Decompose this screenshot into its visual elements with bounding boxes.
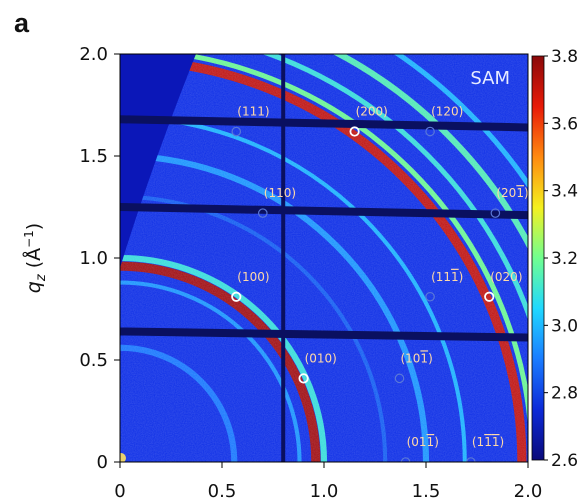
- colorbar-gradient: [532, 56, 544, 460]
- peak-label: (111): [431, 270, 463, 284]
- y-tick-label: 0.5: [79, 350, 108, 371]
- peak-label: (111): [237, 105, 269, 119]
- y-tick-label: 1.0: [79, 248, 108, 269]
- colorbar: 2.6 2.8 3.0 3.2 3.4 3.6 3.8: [531, 47, 578, 471]
- colorbar-tick-label: 2.8: [551, 384, 578, 404]
- colorbar-tick-label: 3.2: [551, 249, 578, 269]
- y-axis: 0 0.5 1.0 1.5 2.0: [79, 44, 120, 473]
- y-axis-label: qz (Å−1): [22, 223, 49, 293]
- peak-marker: [231, 291, 242, 302]
- colorbar-tick-label: 3.6: [551, 114, 578, 134]
- peak-label: (010): [305, 351, 337, 365]
- vertical-gap: [281, 54, 286, 462]
- peak-label: (100): [237, 270, 269, 284]
- peak-label: (110): [264, 186, 296, 200]
- detector-gaps: [120, 54, 528, 462]
- x-tick-label: 1.0: [310, 481, 339, 499]
- peak-marker: [394, 373, 405, 384]
- panel-label: a: [14, 8, 30, 38]
- x-tick-label: 1.5: [412, 481, 441, 499]
- peak-label: (201): [496, 186, 528, 200]
- sample-label: SAM: [470, 68, 510, 89]
- y-tick-label: 1.5: [79, 146, 108, 167]
- peak-label: (101): [400, 351, 432, 365]
- y-tick-label: 2.0: [79, 44, 108, 65]
- horizontal-gap: [120, 203, 528, 220]
- x-tick-label: 2.0: [514, 481, 543, 499]
- plot-area: (111) (200) (120) (110) (201) (100) (111) (020)…: [120, 54, 528, 462]
- peak-marker: [298, 373, 309, 384]
- peak-label: (111): [472, 435, 504, 449]
- peak-label: (011): [407, 435, 439, 449]
- colorbar-tick-label: 3.4: [551, 182, 578, 202]
- peak-label: (200): [356, 105, 388, 119]
- x-tick-label: 0: [114, 481, 125, 499]
- peak-marker: [257, 208, 268, 218]
- peak-marker: [484, 291, 495, 302]
- peak-marker: [490, 208, 501, 218]
- x-axis: 0 0.5 1.0 1.5 2.0: [114, 462, 542, 499]
- peak-marker: [349, 126, 360, 137]
- beamstop-glow: [120, 453, 126, 462]
- peak-markers: (111) (200) (120) (110) (201) (100) (111) (020)…: [231, 105, 528, 462]
- peak-label: (020): [490, 270, 522, 284]
- colorbar-tick-label: 3.0: [551, 316, 578, 336]
- peak-marker: [425, 291, 435, 302]
- detector-wedge: [120, 54, 528, 462]
- colorbar-ticks: 2.6 2.8 3.0 3.2 3.4 3.6 3.8: [544, 47, 578, 471]
- x-tick-label: 0.5: [208, 481, 237, 499]
- y-tick-label: 0: [97, 452, 108, 473]
- speckle-overlay: [120, 54, 528, 462]
- horizontal-gap: [120, 115, 528, 132]
- colorbar-tick-label: 3.8: [551, 47, 578, 67]
- peak-marker: [231, 126, 242, 137]
- peak-marker: [425, 126, 435, 137]
- horizontal-gap: [120, 327, 528, 342]
- colorbar-tick-label: 2.6: [551, 451, 578, 471]
- peak-label: (120): [431, 105, 463, 119]
